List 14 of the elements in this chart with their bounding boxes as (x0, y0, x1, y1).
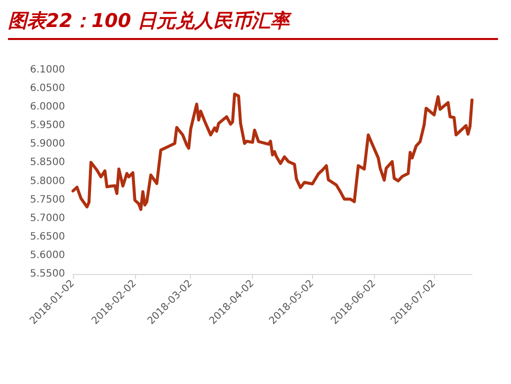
y-tick-label: 5.7000 (30, 212, 65, 224)
y-tick-label: 5.8000 (30, 176, 65, 187)
y-tick-label: 6.1000 (30, 64, 65, 76)
y-tick-label: 5.9500 (30, 120, 65, 132)
y-tick-label: 5.5500 (30, 268, 65, 280)
y-tick-label: 6.0000 (30, 102, 65, 113)
y-tick-label: 6.0500 (30, 83, 65, 94)
y-tick-label: 5.8500 (30, 157, 65, 168)
line-series (72, 92, 474, 211)
y-tick-label: 5.7500 (30, 194, 65, 206)
chart-title: 图表22：100 日元兑人民币汇率 (8, 8, 498, 40)
y-tick-label: 5.9000 (30, 138, 65, 150)
y-tick-label: 5.6000 (30, 250, 65, 261)
y-tick-label: 5.6500 (30, 231, 65, 242)
